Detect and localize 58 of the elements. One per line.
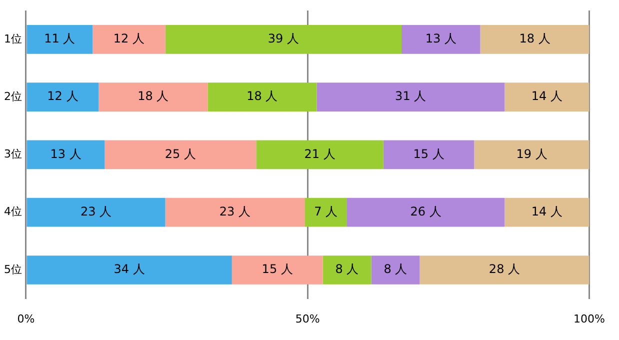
data-label: 34 人 (114, 262, 145, 276)
y-tick-label: 4位 (4, 205, 22, 218)
bar (316, 82, 504, 112)
data-label: 19 人 (516, 146, 548, 161)
bar (347, 198, 504, 227)
data-label: 26 人 (410, 204, 442, 218)
data-label: 11 人 (44, 32, 76, 46)
y-tick-label: 1位 (4, 32, 22, 46)
bar (474, 140, 590, 170)
bar (322, 256, 372, 284)
data-label: 14 人 (531, 204, 562, 218)
data-label: 18 人 (519, 32, 550, 46)
bar (26, 198, 166, 227)
data-label: 21 人 (304, 146, 336, 161)
data-label: 13 人 (50, 146, 82, 161)
x2-tick-label: 100% (574, 312, 606, 326)
data-label: 12 人 (47, 89, 78, 104)
y-tick-label: 3位 (4, 148, 22, 161)
y-tick-label: 5位 (4, 262, 22, 276)
bar (504, 82, 590, 112)
data-label: 23 人 (80, 204, 112, 218)
data-label: 25 人 (164, 146, 196, 161)
bar (480, 25, 590, 54)
bar (26, 82, 99, 112)
data-label: 8 人 (384, 262, 408, 276)
bar (402, 25, 480, 54)
bar (383, 140, 474, 170)
data-label: 18 人 (138, 89, 169, 104)
data-label: 8 人 (335, 262, 359, 276)
data-label: 28 人 (488, 262, 520, 276)
bar (98, 82, 208, 112)
bar (232, 256, 323, 284)
bar (26, 25, 93, 54)
data-label: 15 人 (262, 262, 293, 276)
bar (304, 198, 348, 227)
bar (92, 25, 166, 54)
bar (165, 198, 305, 227)
bar (26, 256, 232, 284)
x2-tick-label: 50% (295, 312, 320, 326)
bar (208, 82, 317, 112)
y-tick-label: 2位 (4, 90, 22, 103)
data-label: 7 人 (314, 204, 338, 218)
bar (26, 140, 105, 170)
data-label: 13 人 (425, 32, 456, 46)
data-label: 31 人 (395, 89, 426, 104)
bar (256, 140, 384, 170)
data-label: 18 人 (246, 89, 278, 104)
data-label: 14 人 (531, 89, 562, 104)
bar (371, 256, 420, 284)
bar (165, 25, 402, 54)
bar (104, 140, 256, 170)
x2-tick-label: 0% (17, 312, 35, 326)
bar (420, 256, 590, 284)
data-label: 15 人 (413, 146, 444, 161)
data-label: 12 人 (113, 32, 145, 46)
bar (504, 198, 590, 227)
data-label: 23 人 (219, 204, 251, 218)
data-label: 39 人 (268, 32, 299, 46)
